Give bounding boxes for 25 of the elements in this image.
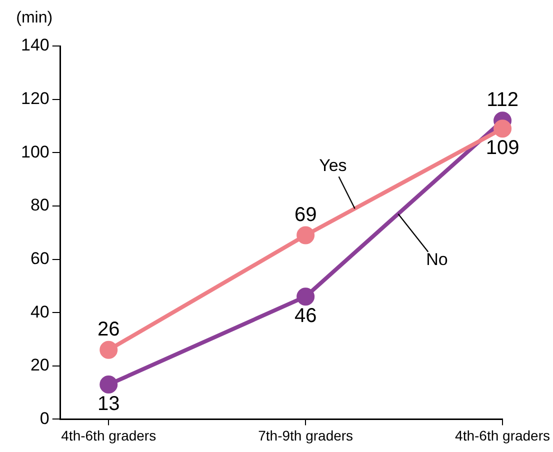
x-tick-label: 4th-6th graders	[61, 427, 156, 444]
y-tick-label: 60	[30, 248, 50, 268]
series-label: Yes	[319, 156, 347, 175]
data-label: 112	[486, 89, 518, 112]
point	[100, 340, 118, 359]
point	[100, 376, 118, 394]
y-tick-label: 40	[30, 302, 50, 322]
y-tick-label: 120	[20, 89, 50, 108]
y-tick-label: 140	[20, 36, 50, 55]
y-tick-label: 0	[40, 408, 50, 428]
data-label: 26	[97, 318, 120, 340]
y-tick-label: 80	[30, 196, 50, 215]
y-tick-label: 100	[20, 142, 50, 162]
point	[296, 226, 315, 244]
data-label: 13	[97, 393, 120, 416]
y-axis-title: (min)	[16, 9, 53, 26]
text: No	[426, 250, 448, 270]
x-tick-label: 7th-9th graders	[258, 427, 354, 444]
point	[296, 288, 315, 306]
data-label: 69	[294, 204, 317, 226]
x-tick-label: 4th-6th graders	[455, 427, 550, 444]
y-tick-label: 20	[30, 356, 50, 375]
data-label: 109	[486, 137, 520, 160]
data-label: 46	[294, 305, 317, 328]
point	[494, 120, 512, 138]
